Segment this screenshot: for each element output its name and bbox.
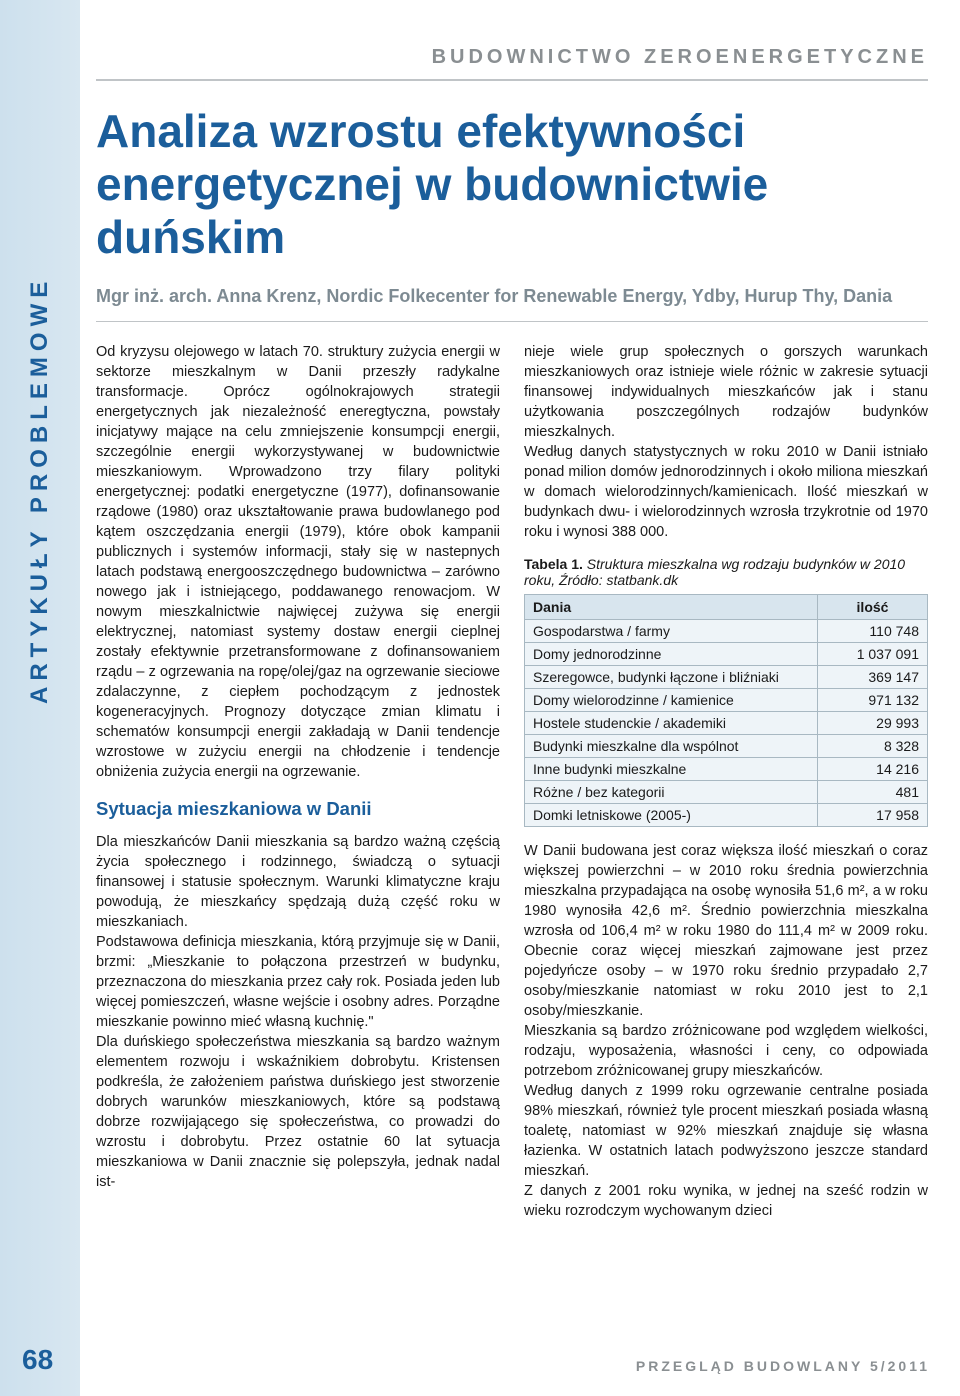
article-title: Analiza wzrostu efektywności energetyczn…: [96, 105, 928, 264]
table-header-qty: ilość: [818, 594, 928, 619]
table-cell-label: Domki letniskowe (2005-): [525, 803, 818, 826]
para: Z danych z 2001 roku wynika, w jednej na…: [524, 1181, 928, 1221]
table-cell-qty: 17 958: [818, 803, 928, 826]
table-cell-label: Domy jednorodzinne: [525, 642, 818, 665]
table-cell-qty: 1 037 091: [818, 642, 928, 665]
table-row: Szeregowce, budynki łączone i bliźniaki3…: [525, 665, 928, 688]
column-left: Od kryzysu olejowego w latach 70. strukt…: [96, 342, 500, 1221]
columns: Od kryzysu olejowego w latach 70. strukt…: [96, 342, 928, 1221]
para: Dla mieszkańców Danii mieszkania są bard…: [96, 832, 500, 932]
table-row: Domy jednorodzinne1 037 091: [525, 642, 928, 665]
housing-table: Dania ilość Gospodarstwa / farmy110 748D…: [524, 594, 928, 827]
table-cell-label: Budynki mieszkalne dla wspólnot: [525, 734, 818, 757]
table-cell-qty: 8 328: [818, 734, 928, 757]
page-number: 68: [22, 1344, 53, 1376]
table-row: Różne / bez kategorii481: [525, 780, 928, 803]
para: Od kryzysu olejowego w latach 70. strukt…: [96, 342, 500, 782]
table-cell-qty: 110 748: [818, 619, 928, 642]
table-cell-label: Szeregowce, budynki łączone i bliźniaki: [525, 665, 818, 688]
footer-publication: PRZEGLĄD BUDOWLANY 5/2011: [636, 1358, 930, 1374]
table-row: Gospodarstwa / farmy110 748: [525, 619, 928, 642]
para: Według danych z 1999 roku ogrzewanie cen…: [524, 1081, 928, 1181]
table-row: Domki letniskowe (2005-)17 958: [525, 803, 928, 826]
table-cell-qty: 971 132: [818, 688, 928, 711]
table-cell-qty: 14 216: [818, 757, 928, 780]
sidebar-label: ARTYKUŁY PROBLEMOWE: [26, 276, 54, 704]
table-cell-qty: 29 993: [818, 711, 928, 734]
table-header-row: Dania ilość: [525, 594, 928, 619]
para: nieje wiele grup społecznych o gorszych …: [524, 342, 928, 442]
table-caption: Tabela 1. Struktura mieszkalna wg rodzaj…: [524, 556, 928, 588]
para: Mieszkania są bardzo zróżnicowane pod wz…: [524, 1021, 928, 1081]
page-content: BUDOWNICTWO ZEROENERGETYCZNE Analiza wzr…: [96, 46, 928, 1221]
table-header-label: Dania: [525, 594, 818, 619]
table-cell-label: Domy wielorodzinne / kamienice: [525, 688, 818, 711]
author-line: Mgr inż. arch. Anna Krenz, Nordic Folkec…: [96, 286, 928, 322]
table-cell-label: Inne budynki mieszkalne: [525, 757, 818, 780]
subhead: Sytuacja mieszkaniowa w Danii: [96, 798, 500, 820]
para: Według danych statystycznych w roku 2010…: [524, 442, 928, 542]
table-row: Inne budynki mieszkalne14 216: [525, 757, 928, 780]
table-cell-label: Różne / bez kategorii: [525, 780, 818, 803]
table-cell-label: Gospodarstwa / farmy: [525, 619, 818, 642]
table-cell-label: Hostele studenckie / akademiki: [525, 711, 818, 734]
table-cell-qty: 369 147: [818, 665, 928, 688]
table-caption-bold: Tabela 1.: [524, 556, 583, 572]
table-row: Budynki mieszkalne dla wspólnot8 328: [525, 734, 928, 757]
table-row: Hostele studenckie / akademiki29 993: [525, 711, 928, 734]
table-cell-qty: 481: [818, 780, 928, 803]
para: W Danii budowana jest coraz większa iloś…: [524, 841, 928, 1021]
table-row: Domy wielorodzinne / kamienice971 132: [525, 688, 928, 711]
column-right: nieje wiele grup społecznych o gorszych …: [524, 342, 928, 1221]
rubric-header: BUDOWNICTWO ZEROENERGETYCZNE: [96, 46, 928, 81]
para: Podstawowa definicja mieszkania, którą p…: [96, 932, 500, 1032]
para: Dla duńskiego społeczeństwa mieszkania s…: [96, 1032, 500, 1192]
